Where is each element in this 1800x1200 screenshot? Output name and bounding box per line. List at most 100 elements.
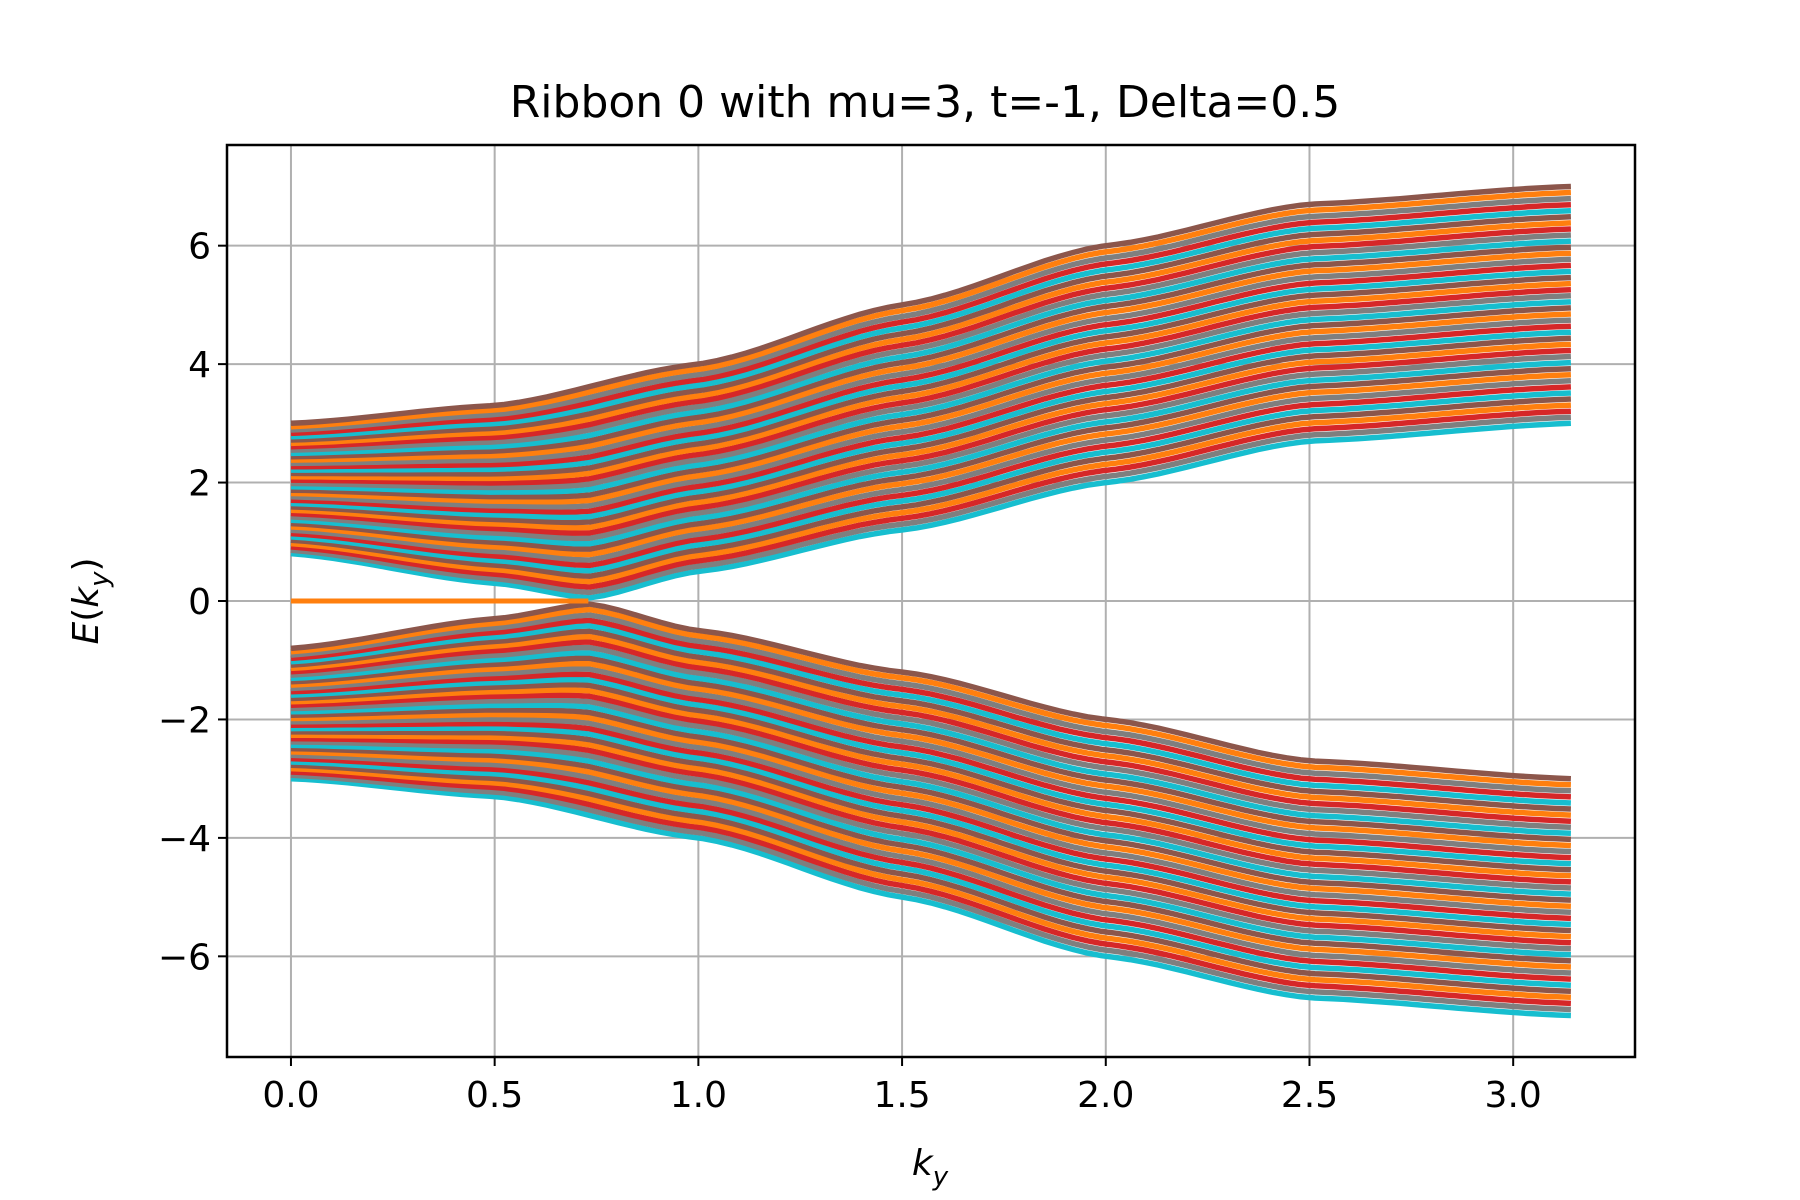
lower-band-line (290, 639, 1572, 824)
lower-band-line (290, 759, 1572, 988)
x-axis: 0.0 0.5 1.0 1.5 2.0 2.5 3.0 (262, 1057, 1542, 1116)
lower-band-line (290, 628, 1571, 812)
y-tick-label: −6 (158, 937, 211, 978)
upper-band-line (290, 323, 1571, 515)
upper-band-line (290, 226, 1571, 450)
upper-band-line (290, 208, 1571, 440)
lower-band-line (290, 716, 1572, 916)
bands (290, 183, 1572, 1019)
x-tick-label: 2.5 (1281, 1075, 1338, 1116)
upper-band-line (290, 183, 1571, 427)
y-tick-label: 2 (188, 464, 211, 505)
upper-band-line (290, 305, 1572, 500)
upper-band-line (290, 347, 1571, 536)
x-tick-label: 1.0 (670, 1075, 727, 1116)
upper-band-line (290, 371, 1572, 558)
lower-band-line (290, 666, 1571, 855)
upper-band-line (290, 299, 1571, 495)
upper-band-line (290, 408, 1571, 590)
lower-band-line (290, 612, 1571, 794)
upper-band-line (290, 311, 1572, 505)
lower-band-line (290, 644, 1572, 831)
y-tick-label: 6 (188, 227, 211, 268)
upper-band-line (290, 353, 1572, 542)
lower-band-line (290, 711, 1571, 909)
lower-band-line (290, 772, 1572, 1013)
upper-band-line (290, 262, 1572, 470)
upper-band-line (290, 274, 1571, 477)
lower-band-line (290, 732, 1572, 940)
lower-band-line (290, 725, 1571, 928)
lower-band-line (290, 671, 1571, 861)
upper-band-line (291, 268, 1571, 473)
upper-band-line (290, 378, 1572, 563)
upper-band-line (290, 390, 1571, 574)
x-tick-label: 0.0 (262, 1075, 319, 1116)
upper-band-line (290, 244, 1572, 460)
lower-band-line (290, 762, 1571, 994)
lower-band-line (290, 735, 1572, 946)
lower-band-line (290, 720, 1572, 922)
y-axis: −6 −4 −2 0 2 4 6 (158, 227, 227, 978)
upper-band-line (290, 293, 1571, 491)
upper-band-line (290, 402, 1572, 585)
upper-band-line (290, 238, 1572, 457)
upper-band-line (290, 280, 1572, 482)
lower-band-line (290, 745, 1572, 964)
lower-band-line (290, 606, 1571, 788)
upper-band-line (290, 195, 1572, 433)
lower-band-line (290, 655, 1572, 843)
lower-band-line (290, 676, 1572, 867)
lower-band-line (290, 650, 1571, 837)
upper-band-line (290, 396, 1572, 579)
x-tick-label: 1.5 (873, 1075, 930, 1116)
upper-band-line (290, 365, 1571, 552)
x-tick-label: 0.5 (466, 1075, 523, 1116)
x-tick-label: 3.0 (1485, 1075, 1542, 1116)
lower-band-line (290, 707, 1571, 903)
lower-band-line (290, 739, 1571, 952)
lower-band-line (290, 633, 1572, 818)
lower-band-line (290, 752, 1571, 976)
lower-band-line (291, 729, 1571, 934)
y-tick-label: −4 (158, 819, 211, 860)
upper-band-line (290, 414, 1571, 596)
upper-band-line (290, 329, 1572, 520)
upper-band-line (290, 384, 1572, 569)
lower-band-line (290, 687, 1571, 879)
lower-band-line (290, 775, 1571, 1019)
lower-band-line (290, 660, 1572, 849)
lower-band-line (290, 692, 1571, 885)
upper-band-line (290, 286, 1572, 486)
lower-band-line (290, 769, 1572, 1007)
lower-band-line (290, 682, 1572, 873)
lower-band-line (290, 749, 1572, 970)
lower-band-line (290, 765, 1571, 1001)
lower-band-line (290, 601, 1572, 782)
upper-band-line (290, 250, 1571, 463)
x-tick-label: 2.0 (1077, 1075, 1134, 1116)
y-tick-label: 0 (188, 582, 211, 623)
upper-band-line (290, 359, 1572, 547)
upper-band-line (290, 341, 1571, 531)
y-tick-label: 4 (188, 345, 211, 386)
upper-band-line (290, 189, 1572, 430)
lower-band-line (290, 623, 1572, 806)
lower-band-line (290, 755, 1572, 982)
upper-band-line (290, 256, 1572, 467)
x-axis-label: ky (912, 1143, 949, 1192)
y-tick-label: −2 (158, 700, 211, 741)
y-axis-label: E(ky) (66, 557, 115, 644)
upper-band-line (290, 214, 1572, 443)
upper-band-line (290, 220, 1572, 447)
lower-band-line (290, 702, 1572, 897)
upper-band-line (290, 317, 1571, 510)
upper-band-line (290, 201, 1571, 437)
upper-band-line (290, 420, 1572, 601)
upper-band-line (290, 232, 1572, 453)
upper-band-line (290, 335, 1572, 526)
lower-band-line (290, 697, 1572, 891)
lower-band-line (290, 742, 1572, 958)
lower-band-line (290, 617, 1572, 800)
chart-title: Ribbon 0 with mu=3, t=-1, Delta=0.5 (510, 77, 1341, 128)
